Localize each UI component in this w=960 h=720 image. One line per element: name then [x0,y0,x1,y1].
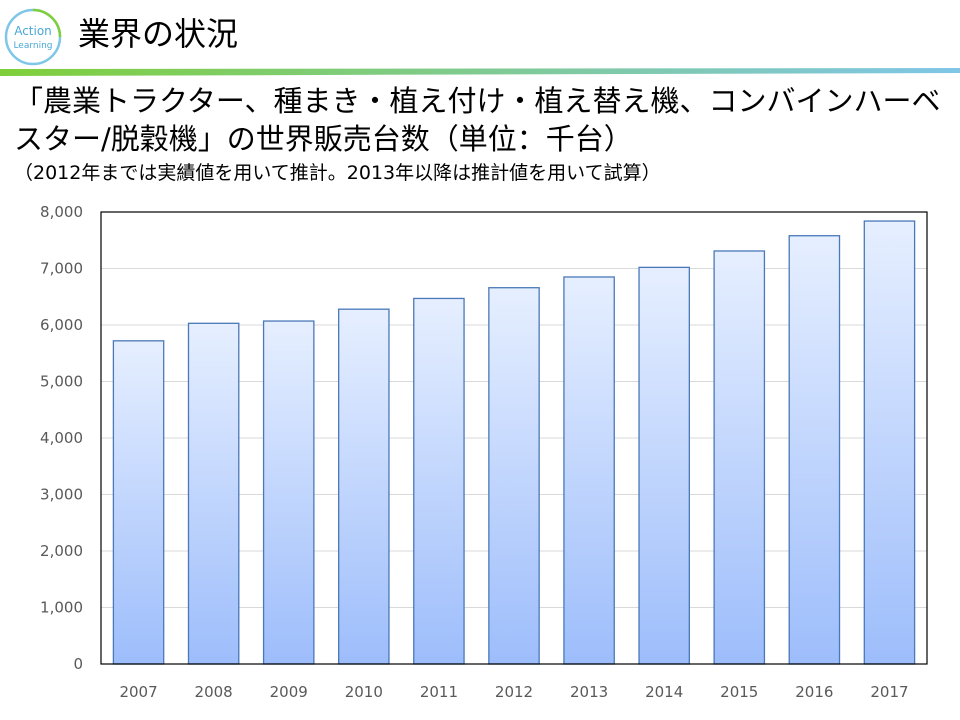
y-tick-label: 3,000 [40,486,83,504]
bar-2009 [262,320,315,665]
x-tick-label: 2011 [420,683,458,701]
x-tick-label: 2017 [870,683,908,701]
y-tick-label: 8,000 [40,203,83,221]
x-tick-label: 2009 [270,683,308,701]
y-tick-label: 1,000 [40,599,83,617]
x-tick-label: 2016 [795,683,833,701]
x-tick-label: 2013 [570,683,608,701]
y-tick-label: 2,000 [40,542,83,560]
slide-title: 業界の状況 [78,15,239,53]
x-tick-label: 2007 [119,683,157,701]
logo-text-top: Action [14,24,52,38]
bars [112,220,916,665]
bar-2016 [788,235,841,665]
bar-2014 [638,266,690,665]
logo-text-bottom: Learning [13,41,52,51]
bar-2017 [863,220,916,665]
axes [100,211,928,665]
y-tick-label: 6,000 [40,316,83,334]
x-tick-label: 2010 [345,683,383,701]
title-underline [0,68,960,76]
plot-frame [100,211,928,665]
bar-2011 [413,297,465,665]
action-learning-logo: Action Learning [4,8,62,66]
bar-2007 [112,340,165,665]
y-tick-label: 7,000 [40,260,83,278]
bar-2012 [488,287,540,665]
y-tick-label: 0 [73,655,83,673]
y-tick-label: 4,000 [40,429,83,447]
bar-2013 [563,276,615,665]
x-tick-label: 2014 [645,683,683,701]
chart-subtitle: （2012年までは実績値を用いて推計。2013年以降は推計値を用いて試算） [14,162,661,184]
x-tick-label: 2008 [195,683,233,701]
y-tick-label: 5,000 [40,373,83,391]
bar-2008 [187,322,240,665]
bar-2015 [713,250,766,665]
tick-labels: 0 1,000 2,000 3,000 4,000 5,000 6,000 7,000 8,00… [40,203,909,701]
x-tick-label: 2015 [720,683,758,701]
chart-title: 「農業トラクター、種まき・植え付け・植え替え機、コンバインハーベスター/脱穀機」… [14,84,941,156]
x-tick-label: 2012 [495,683,533,701]
bar-2010 [338,308,390,665]
